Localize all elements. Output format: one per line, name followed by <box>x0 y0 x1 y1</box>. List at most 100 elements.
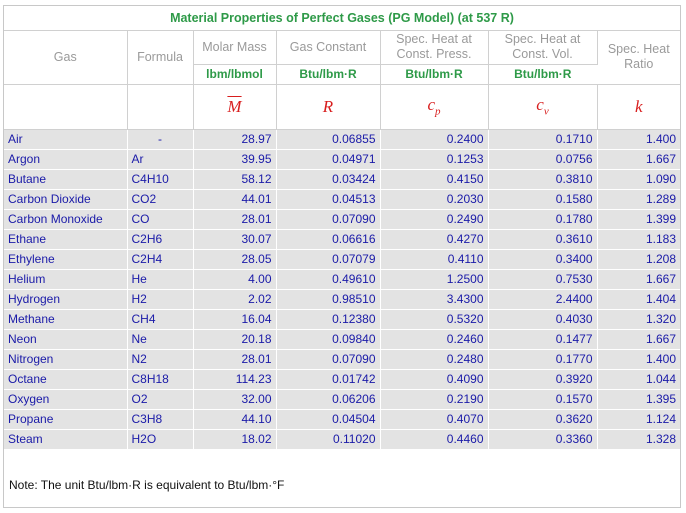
cell-formula: C3H8 <box>127 409 194 430</box>
cell-cp: 0.2190 <box>380 389 489 410</box>
cell-m: 30.07 <box>193 229 277 250</box>
cell-r: 0.49610 <box>276 269 381 290</box>
symbol-cv: cv <box>488 84 598 130</box>
symbol-cp-base: c <box>427 95 436 115</box>
cell-k: 1.289 <box>597 189 680 210</box>
cell-r: 0.06616 <box>276 229 381 250</box>
header-cv-line2: Const. Vol. <box>512 47 573 61</box>
table-row: Methane CH4 16.04 0.12380 0.5320 0.4030 1.320 <box>4 309 680 330</box>
symbol-cv-sub: v <box>543 105 549 118</box>
cell-m: 32.00 <box>193 389 277 410</box>
header-cp-line1: Spec. Heat at <box>396 32 472 46</box>
cell-cp: 0.4090 <box>380 369 489 390</box>
cell-r: 0.06855 <box>276 129 381 150</box>
header-cp-line2: Const. Press. <box>396 47 472 61</box>
cell-cp: 0.2480 <box>380 349 489 370</box>
cell-cv: 0.3360 <box>488 429 598 450</box>
header-gas: Gas <box>4 30 128 85</box>
cell-cv: 0.3810 <box>488 169 598 190</box>
header-cp: Spec. Heat at Const. Press. <box>380 30 489 65</box>
symbol-cv-base: c <box>536 95 544 115</box>
cell-cv: 0.0756 <box>488 149 598 170</box>
cell-cv: 0.1770 <box>488 349 598 370</box>
symbol-gas-constant: R <box>276 84 381 130</box>
table-row: Hydrogen H2 2.02 0.98510 3.4300 2.4400 1.404 <box>4 289 680 310</box>
table-row: Nitrogen N2 28.01 0.07090 0.2480 0.1770 1.400 <box>4 349 680 370</box>
cell-k: 1.400 <box>597 349 680 370</box>
table-row: Helium He 4.00 0.49610 1.2500 0.7530 1.667 <box>4 269 680 290</box>
cell-m: 28.01 <box>193 349 277 370</box>
header-gas-constant: Gas Constant <box>276 30 381 65</box>
cell-gas: Carbon Dioxide <box>4 189 128 210</box>
table-row: Argon Ar 39.95 0.04971 0.1253 0.0756 1.667 <box>4 149 680 170</box>
cell-cv: 0.3610 <box>488 229 598 250</box>
cell-m: 28.97 <box>193 129 277 150</box>
cell-cv: 0.4030 <box>488 309 598 330</box>
cell-gas: Neon <box>4 329 128 350</box>
cell-formula: N2 <box>127 349 194 370</box>
cell-cp: 0.2490 <box>380 209 489 230</box>
cell-m: 39.95 <box>193 149 277 170</box>
cell-r: 0.03424 <box>276 169 381 190</box>
cell-formula: C2H6 <box>127 229 194 250</box>
cell-formula: C8H18 <box>127 369 194 390</box>
cell-m: 18.02 <box>193 429 277 450</box>
table-row: Butane C4H10 58.12 0.03424 0.4150 0.3810 1.090 <box>4 169 680 190</box>
table-row: Steam H2O 18.02 0.11020 0.4460 0.3360 1.328 <box>4 429 680 450</box>
cell-cp: 3.4300 <box>380 289 489 310</box>
table-row: Oxygen O2 32.00 0.06206 0.2190 0.1570 1.395 <box>4 389 680 410</box>
table-row: Neon Ne 20.18 0.09840 0.2460 0.1477 1.667 <box>4 329 680 350</box>
cell-gas: Argon <box>4 149 128 170</box>
cell-k: 1.124 <box>597 409 680 430</box>
footnote: Note: The unit Btu/lbm·R is equivalent t… <box>9 478 285 492</box>
cell-gas: Methane <box>4 309 128 330</box>
cell-cv: 0.3920 <box>488 369 598 390</box>
cell-m: 4.00 <box>193 269 277 290</box>
cell-k: 1.404 <box>597 289 680 310</box>
cell-gas: Nitrogen <box>4 349 128 370</box>
cell-formula: - <box>127 129 194 150</box>
symbol-gas-empty <box>4 84 128 130</box>
cell-formula: H2O <box>127 429 194 450</box>
cell-k: 1.328 <box>597 429 680 450</box>
cell-m: 2.02 <box>193 289 277 310</box>
unit-cv: Btu/lbm·R <box>488 64 597 85</box>
cell-cp: 0.4460 <box>380 429 489 450</box>
cell-cv: 0.3620 <box>488 409 598 430</box>
cell-cp: 1.2500 <box>380 269 489 290</box>
cell-formula: CO <box>127 209 194 230</box>
cell-cv: 2.4400 <box>488 289 598 310</box>
cell-m: 20.18 <box>193 329 277 350</box>
header-k-line1: Spec. Heat <box>607 42 670 56</box>
cell-gas: Steam <box>4 429 128 450</box>
cell-m: 28.05 <box>193 249 277 270</box>
cell-gas: Carbon Monoxide <box>4 209 128 230</box>
cell-cv: 0.1570 <box>488 389 598 410</box>
cell-k: 1.395 <box>597 389 680 410</box>
cell-r: 0.07090 <box>276 349 381 370</box>
cell-gas: Butane <box>4 169 128 190</box>
cell-r: 0.01742 <box>276 369 381 390</box>
cell-cp: 0.5320 <box>380 309 489 330</box>
cell-cp: 0.1253 <box>380 149 489 170</box>
cell-r: 0.12380 <box>276 309 381 330</box>
cell-r: 0.09840 <box>276 329 381 350</box>
cell-r: 0.07079 <box>276 249 381 270</box>
cell-gas: Oxygen <box>4 389 128 410</box>
cell-cp: 0.2400 <box>380 129 489 150</box>
cell-k: 1.320 <box>597 309 680 330</box>
cell-k: 1.667 <box>597 269 680 290</box>
cell-cp: 0.2460 <box>380 329 489 350</box>
cell-r: 0.04513 <box>276 189 381 210</box>
cell-gas: Hydrogen <box>4 289 128 310</box>
cell-cv: 0.3400 <box>488 249 598 270</box>
table-body: Air -28.97 0.06855 0.2400 0.1710 1.400 Argon Ar… <box>4 129 680 450</box>
symbol-molar-mass-text: M <box>227 96 242 116</box>
cell-formula: C2H4 <box>127 249 194 270</box>
cell-cv: 0.1580 <box>488 189 598 210</box>
cell-r: 0.04504 <box>276 409 381 430</box>
cell-formula: He <box>127 269 194 290</box>
unit-cp: Btu/lbm·R <box>380 64 489 85</box>
cell-cp: 0.4270 <box>380 229 489 250</box>
header-k-line2: Ratio <box>624 57 654 71</box>
